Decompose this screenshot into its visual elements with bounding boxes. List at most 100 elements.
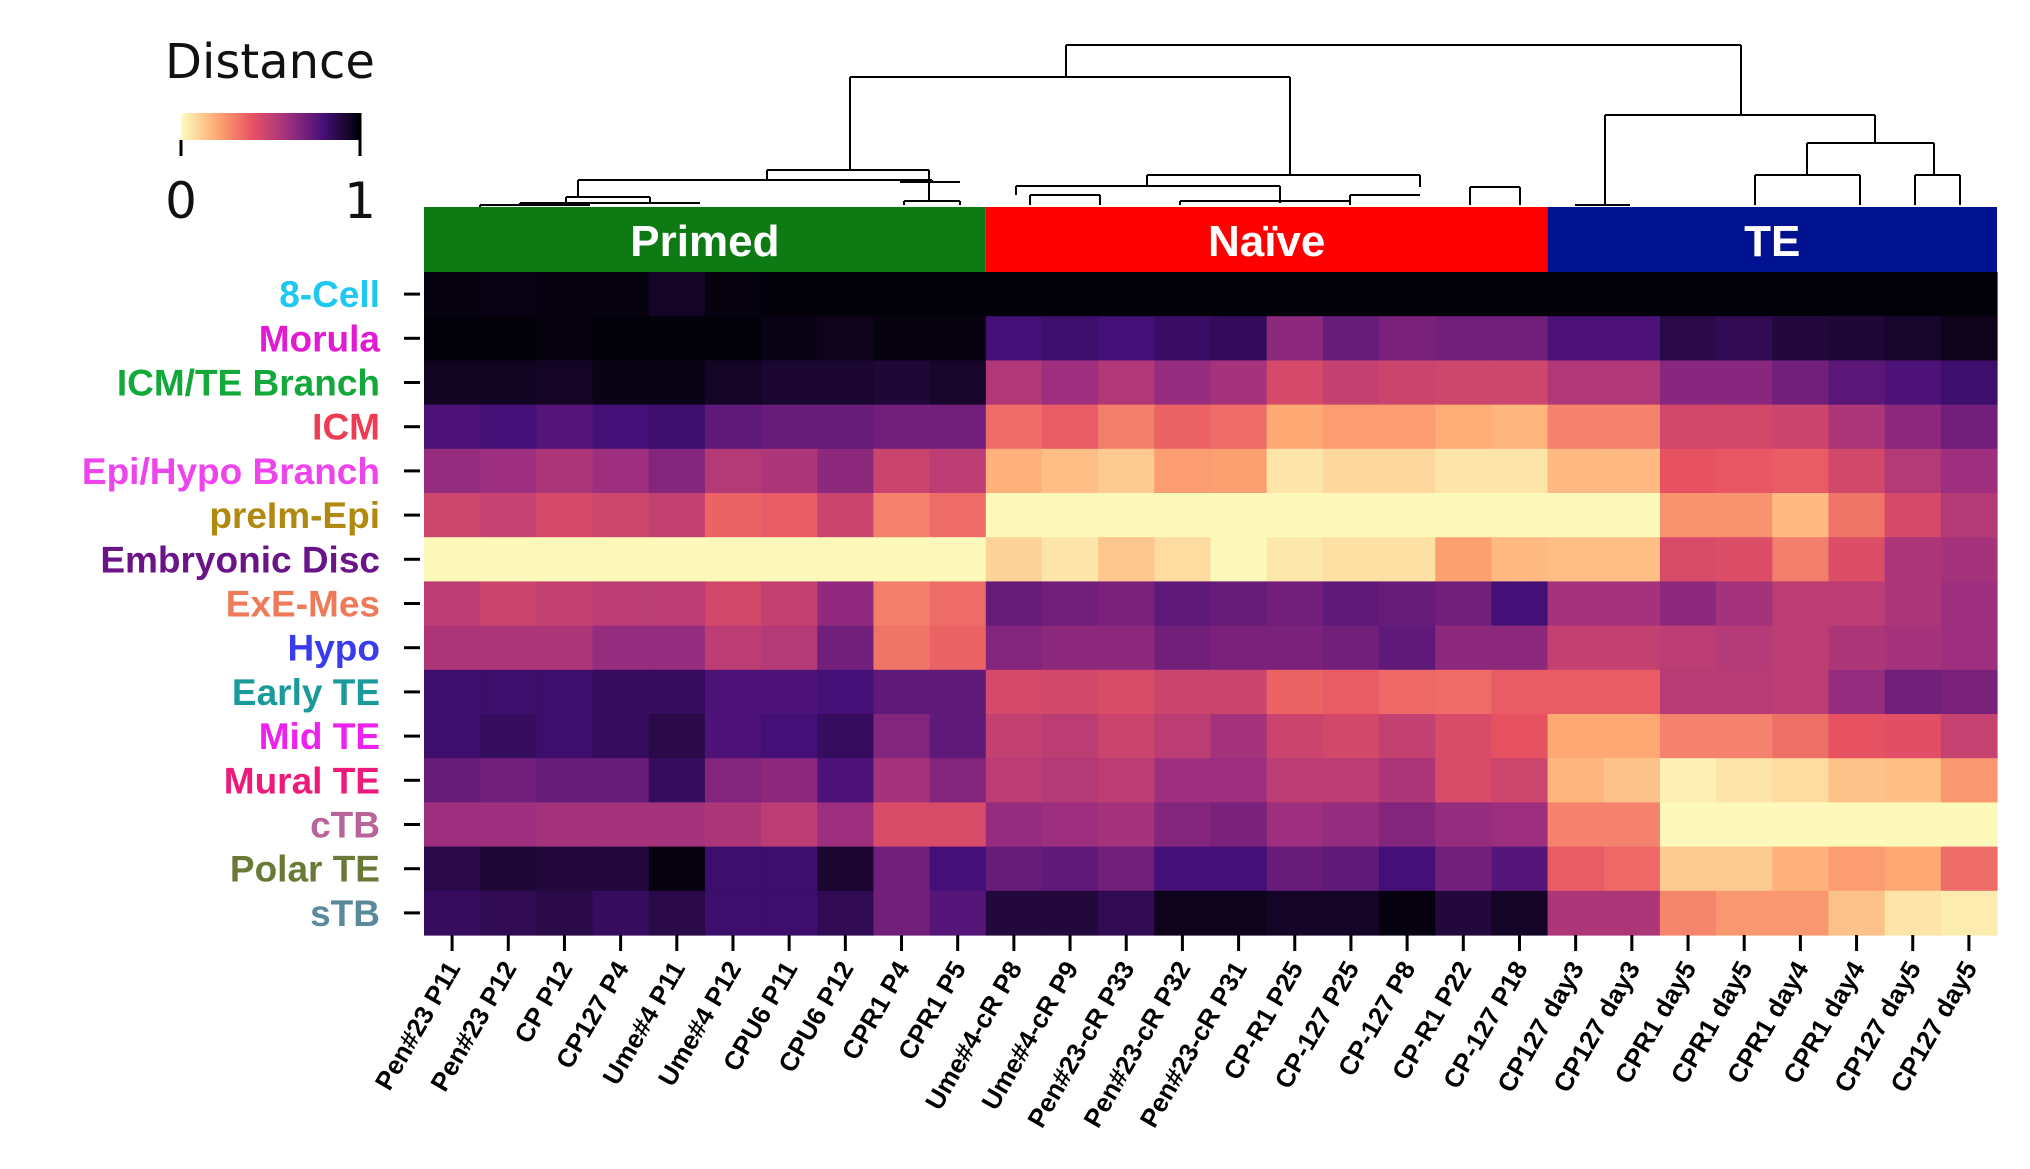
row-label: 8-Cell <box>279 274 380 315</box>
heatmap-cell <box>1154 890 1212 936</box>
heatmap-cell <box>1435 890 1492 936</box>
heatmap-cell <box>424 316 481 361</box>
heatmap-cell <box>1603 316 1661 361</box>
heatmap-cell <box>1940 448 1998 494</box>
heatmap-cell <box>929 404 987 450</box>
heatmap-cell <box>1772 758 1830 803</box>
heatmap-cell <box>592 493 650 538</box>
heatmap-cell <box>1659 758 1717 803</box>
heatmap-cell <box>1828 316 1886 361</box>
heatmap-cell <box>1547 846 1605 892</box>
heatmap-cell <box>480 625 537 671</box>
heatmap-cell <box>817 272 875 317</box>
heatmap-cell <box>1828 448 1886 494</box>
row-label: Polar TE <box>230 849 380 890</box>
heatmap-cell <box>1716 669 1773 715</box>
heatmap-cell <box>1041 802 1099 848</box>
heatmap-cell <box>592 669 650 715</box>
heatmap-cell <box>1772 581 1830 627</box>
heatmap-cell <box>1659 272 1717 317</box>
heatmap-cell <box>1041 890 1099 936</box>
heatmap-cell <box>1772 714 1830 759</box>
heatmap-cell <box>1266 360 1324 406</box>
heatmap-cell <box>1772 846 1830 892</box>
heatmap-cell <box>480 448 537 494</box>
heatmap-cell <box>1884 714 1942 759</box>
heatmap-cell <box>1884 404 1942 450</box>
heatmap-cell <box>1828 758 1886 803</box>
heatmap-cell <box>817 493 875 538</box>
heatmap-cell <box>592 360 650 406</box>
heatmap-cell <box>1098 625 1155 671</box>
heatmap-cell <box>1154 404 1212 450</box>
heatmap-cell <box>536 360 594 406</box>
heatmap-cell <box>480 316 537 361</box>
group-bar-0 <box>424 207 986 272</box>
heatmap-cell <box>873 802 931 848</box>
heatmap-cell <box>424 537 481 582</box>
heatmap-cell <box>985 802 1043 848</box>
heatmap-cell <box>536 625 594 671</box>
heatmap-cell <box>1210 625 1268 671</box>
heatmap-cell <box>761 802 818 848</box>
heatmap-cell <box>873 581 931 627</box>
heatmap-cell <box>1828 493 1886 538</box>
heatmap-cell <box>929 581 987 627</box>
heatmap-cell <box>1210 669 1268 715</box>
heatmap-cell <box>1098 316 1155 361</box>
heatmap-cell <box>648 404 706 450</box>
heatmap-cell <box>1659 581 1717 627</box>
heatmap-cell <box>1322 890 1380 936</box>
heatmap-cell <box>1884 316 1942 361</box>
heatmap-cell <box>873 537 931 582</box>
heatmap-cell <box>1379 669 1436 715</box>
heatmap-cell <box>1884 758 1942 803</box>
heatmap-cell <box>1154 537 1212 582</box>
row-label: Embryonic Disc <box>100 539 380 580</box>
heatmap-cell <box>1266 316 1324 361</box>
heatmap-cell <box>1659 537 1717 582</box>
heatmap-cell <box>1379 890 1436 936</box>
heatmap-cell <box>424 669 481 715</box>
heatmap-cell <box>1659 669 1717 715</box>
heatmap-cell <box>704 404 762 450</box>
heatmap-cell <box>1210 360 1268 406</box>
heatmap-cell <box>1379 537 1436 582</box>
heatmap-cell <box>761 625 818 671</box>
heatmap-cell <box>424 758 481 803</box>
colorbar-gradient <box>181 113 360 140</box>
heatmap-cell <box>1041 625 1099 671</box>
heatmap-cell <box>1716 493 1773 538</box>
heatmap-cell <box>1603 802 1661 848</box>
heatmap-cell <box>1435 625 1492 671</box>
heatmap-cell <box>424 846 481 892</box>
heatmap-cell <box>929 537 987 582</box>
heatmap-cell <box>1266 272 1324 317</box>
heatmap-cell <box>1491 316 1549 361</box>
heatmap-cell <box>873 758 931 803</box>
heatmap-cell <box>1603 493 1661 538</box>
heatmap-cell <box>1379 404 1436 450</box>
heatmap-cell <box>1828 846 1886 892</box>
heatmap-cell <box>1716 802 1773 848</box>
heatmap-cell <box>929 669 987 715</box>
heatmap-cell <box>1154 360 1212 406</box>
heatmap-cell <box>1884 625 1942 671</box>
heatmap-cell <box>704 272 762 317</box>
heatmap-cell <box>1266 625 1324 671</box>
heatmap-cell <box>424 581 481 627</box>
heatmap-cell <box>1828 360 1886 406</box>
heatmap-cell <box>1210 714 1268 759</box>
heatmap-cell <box>1379 802 1436 848</box>
heatmap-cell <box>873 316 931 361</box>
heatmap-cell <box>1266 890 1324 936</box>
heatmap-cell <box>1940 890 1998 936</box>
heatmap-cell <box>1154 669 1212 715</box>
heatmap-cell <box>1884 493 1942 538</box>
heatmap-cell <box>536 581 594 627</box>
heatmap-cell <box>592 537 650 582</box>
heatmap-cell <box>1041 448 1099 494</box>
heatmap-cell <box>1940 272 1998 317</box>
heatmap-cell <box>480 537 537 582</box>
heatmap-cell <box>424 360 481 406</box>
